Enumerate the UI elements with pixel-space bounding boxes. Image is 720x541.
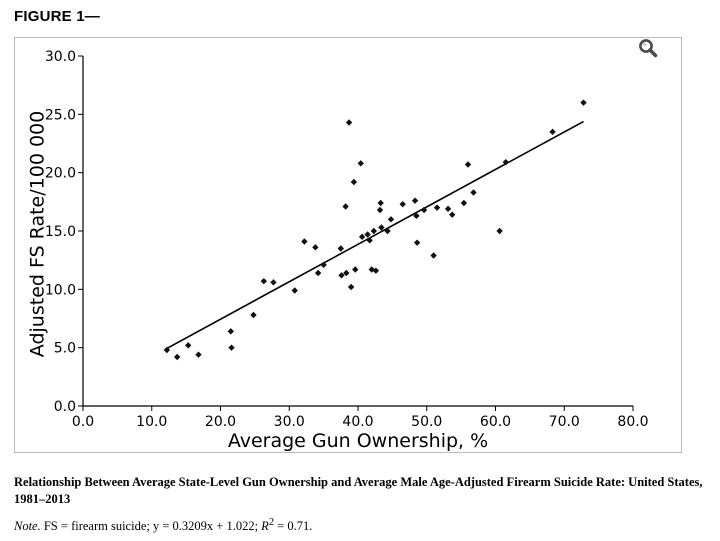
data-point	[433, 204, 441, 211]
data-point	[364, 231, 371, 238]
y-tick-label: 30.0	[45, 49, 76, 65]
x-axis-title: Average Gun Ownership, %	[228, 430, 488, 452]
data-point	[173, 353, 181, 361]
note-text: FS = firearm suicide; y = 0.3209x + 1.02…	[43, 519, 259, 534]
data-point	[470, 189, 477, 196]
x-tick-label: 50.0	[411, 414, 442, 430]
data-point	[301, 238, 308, 245]
data-point	[368, 266, 375, 273]
data-point	[350, 178, 358, 186]
data-point	[460, 199, 468, 207]
y-tick-label: 20.0	[45, 166, 76, 182]
data-point	[352, 266, 359, 273]
data-point	[549, 128, 556, 136]
data-point	[464, 161, 472, 168]
data-point	[227, 328, 235, 335]
data-point	[195, 351, 202, 358]
data-point	[338, 272, 345, 279]
data-point	[260, 277, 268, 285]
x-tick-label: 20.0	[205, 414, 236, 430]
scatter-chart: 0.0 10.0 20.0 30.0 40.0 50.0 60.0 70.0 80.0 0.0 5.…	[27, 49, 649, 452]
data-point	[312, 244, 319, 251]
data-point	[366, 237, 373, 244]
data-point	[357, 160, 364, 167]
data-point	[376, 206, 384, 214]
data-point	[342, 203, 349, 210]
y-tick-label: 25.0	[45, 107, 76, 123]
trend-line	[165, 120, 584, 350]
data-point	[387, 216, 395, 223]
figure-caption: Relationship Between Average State-Level…	[14, 475, 703, 506]
y-tick-label: 0.0	[54, 399, 76, 415]
r2-value: = 0.71.	[274, 519, 313, 534]
r2-symbol: R	[261, 519, 269, 534]
figure-note: Note. FS = firearm suicide; y = 0.3209x …	[14, 517, 312, 534]
data-point	[370, 227, 378, 235]
data-point	[420, 206, 428, 214]
data-point	[580, 99, 587, 106]
chart-frame: 0.0 10.0 20.0 30.0 40.0 50.0 60.0 70.0 80.0 0.0 5.…	[14, 37, 682, 453]
data-point	[184, 342, 192, 349]
y-axis-title: Adjusted FS Rate/100 000	[27, 111, 49, 357]
data-point	[228, 344, 235, 351]
x-tick-label: 80.0	[617, 414, 648, 430]
data-point	[384, 227, 391, 235]
data-point	[163, 346, 171, 354]
data-point	[444, 205, 452, 213]
data-point	[250, 311, 257, 319]
data-point	[314, 269, 322, 277]
data-point	[372, 267, 380, 274]
data-point	[358, 233, 366, 241]
data-point	[496, 227, 503, 235]
data-point	[337, 245, 345, 252]
data-point	[320, 261, 327, 269]
data-point	[399, 200, 406, 208]
x-tick-label: 0.0	[72, 414, 94, 430]
x-tick-label: 40.0	[342, 414, 373, 430]
data-point	[347, 283, 355, 291]
data-point	[291, 287, 298, 294]
magnifier-icon[interactable]	[638, 38, 658, 58]
data-point	[378, 224, 385, 231]
data-point	[430, 252, 437, 259]
data-point	[411, 197, 419, 204]
data-point	[413, 212, 420, 220]
data-point	[502, 158, 510, 166]
y-tick-label: 5.0	[54, 341, 76, 357]
data-point	[343, 269, 350, 277]
data-point	[270, 279, 277, 286]
x-tick-label: 30.0	[274, 414, 305, 430]
x-tick-label: 10.0	[136, 414, 167, 430]
data-point	[448, 211, 456, 218]
x-tick-label: 70.0	[549, 414, 580, 430]
figure-heading: FIGURE 1—	[14, 8, 100, 25]
data-point	[413, 239, 421, 246]
y-tick-label: 10.0	[45, 282, 76, 298]
data-point	[377, 199, 384, 207]
data-point	[345, 119, 353, 126]
r2-exponent: 2	[268, 517, 275, 528]
x-tick-label: 60.0	[480, 414, 511, 430]
note-label: Note.	[14, 519, 41, 534]
y-tick-label: 15.0	[45, 224, 76, 240]
